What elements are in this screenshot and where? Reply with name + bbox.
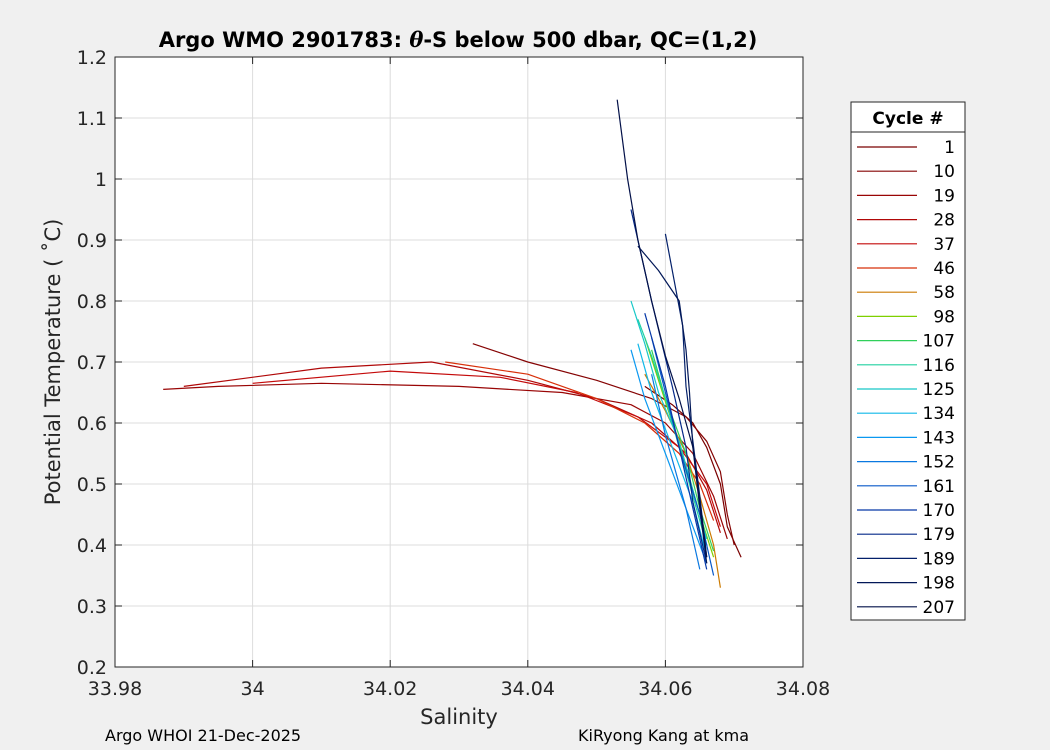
y-tick-label: 0.4 (77, 535, 107, 557)
data-lines (163, 99, 742, 588)
legend-title: Cycle # (872, 109, 943, 129)
legend-label-125: 125 (923, 380, 955, 400)
x-axis-label: Salinity (420, 705, 498, 729)
y-tick-label: 1.1 (77, 108, 107, 130)
y-tick-label: 1 (95, 169, 107, 191)
series-line-207 (616, 99, 708, 558)
y-tick-label: 0.3 (77, 596, 107, 618)
legend-label-161: 161 (923, 477, 955, 497)
series-line-58 (644, 373, 721, 588)
series-line-46 (445, 361, 715, 521)
footer-author: KiRyong Kang at kma (578, 726, 750, 745)
legend-label-152: 152 (923, 453, 955, 473)
x-tick-label: 33.98 (88, 678, 142, 700)
chart-title: Argo WMO 2901783: θ-S below 500 dbar, QC… (159, 27, 758, 52)
legend-label-46: 46 (933, 259, 955, 279)
legend-label-107: 107 (923, 332, 955, 352)
series-line-170 (644, 313, 708, 570)
legend-label-58: 58 (933, 283, 955, 303)
y-axis-label: Potential Temperature ( ˚C) (41, 219, 65, 506)
x-tick-label: 34.02 (363, 678, 417, 700)
y-tick-label: 0.2 (77, 657, 107, 679)
legend-label-170: 170 (923, 501, 955, 521)
series-line-198 (637, 245, 708, 564)
legend-label-1: 1 (944, 138, 955, 158)
chart-title-symbol: θ (409, 27, 423, 52)
legend-label-10: 10 (933, 162, 955, 182)
legend-label-198: 198 (923, 574, 955, 594)
legend-label-28: 28 (933, 211, 955, 231)
series-line-189 (664, 233, 708, 558)
y-tick-label: 1.2 (77, 47, 107, 69)
x-tick-label: 34 (241, 678, 265, 700)
legend-label-189: 189 (923, 549, 955, 569)
y-tick-label: 0.9 (77, 230, 107, 252)
legend-label-98: 98 (933, 307, 955, 327)
legend: Cycle # 1 10 19 28 37 46 58 98 107 116 125 134 143 15… (850, 101, 966, 621)
series-line-143 (630, 349, 708, 564)
legend-label-116: 116 (923, 356, 955, 376)
legend-label-179: 179 (923, 525, 955, 545)
footer-source: Argo WHOI 21-Dec-2025 (105, 726, 302, 745)
y-tick-label: 0.7 (77, 352, 107, 374)
chart-title-suffix: -S below 500 dbar, QC=(1,2) (423, 28, 757, 52)
axes: 33.98 34 34.02 34.04 34.06 34.08 0.2 0.3 0.4 0.5 0… (77, 47, 830, 700)
legend-label-19: 19 (933, 186, 955, 206)
x-tick-label: 34.08 (776, 678, 830, 700)
legend-label-37: 37 (933, 235, 955, 255)
series-line-37 (252, 370, 721, 527)
x-tick-label: 34.04 (501, 678, 555, 700)
y-tick-label: 0.6 (77, 413, 107, 435)
series-line-10 (472, 343, 735, 546)
x-tick-label: 34.06 (638, 678, 692, 700)
grid (114, 56, 804, 668)
series-line-1 (644, 385, 742, 558)
y-tick-label: 0.8 (77, 291, 107, 313)
legend-label-207: 207 (923, 598, 955, 618)
legend-label-143: 143 (923, 428, 955, 448)
series-line-152 (651, 374, 701, 570)
legend-label-134: 134 (923, 404, 955, 424)
series-line-116 (637, 319, 708, 546)
chart-title-prefix: Argo WMO 2901783: (159, 28, 410, 52)
series-line-107 (651, 349, 715, 552)
legend-items: 1 10 19 28 37 46 58 98 107 116 125 134 143 152 161 170 1… (857, 138, 955, 618)
y-tick-label: 0.5 (77, 474, 107, 496)
